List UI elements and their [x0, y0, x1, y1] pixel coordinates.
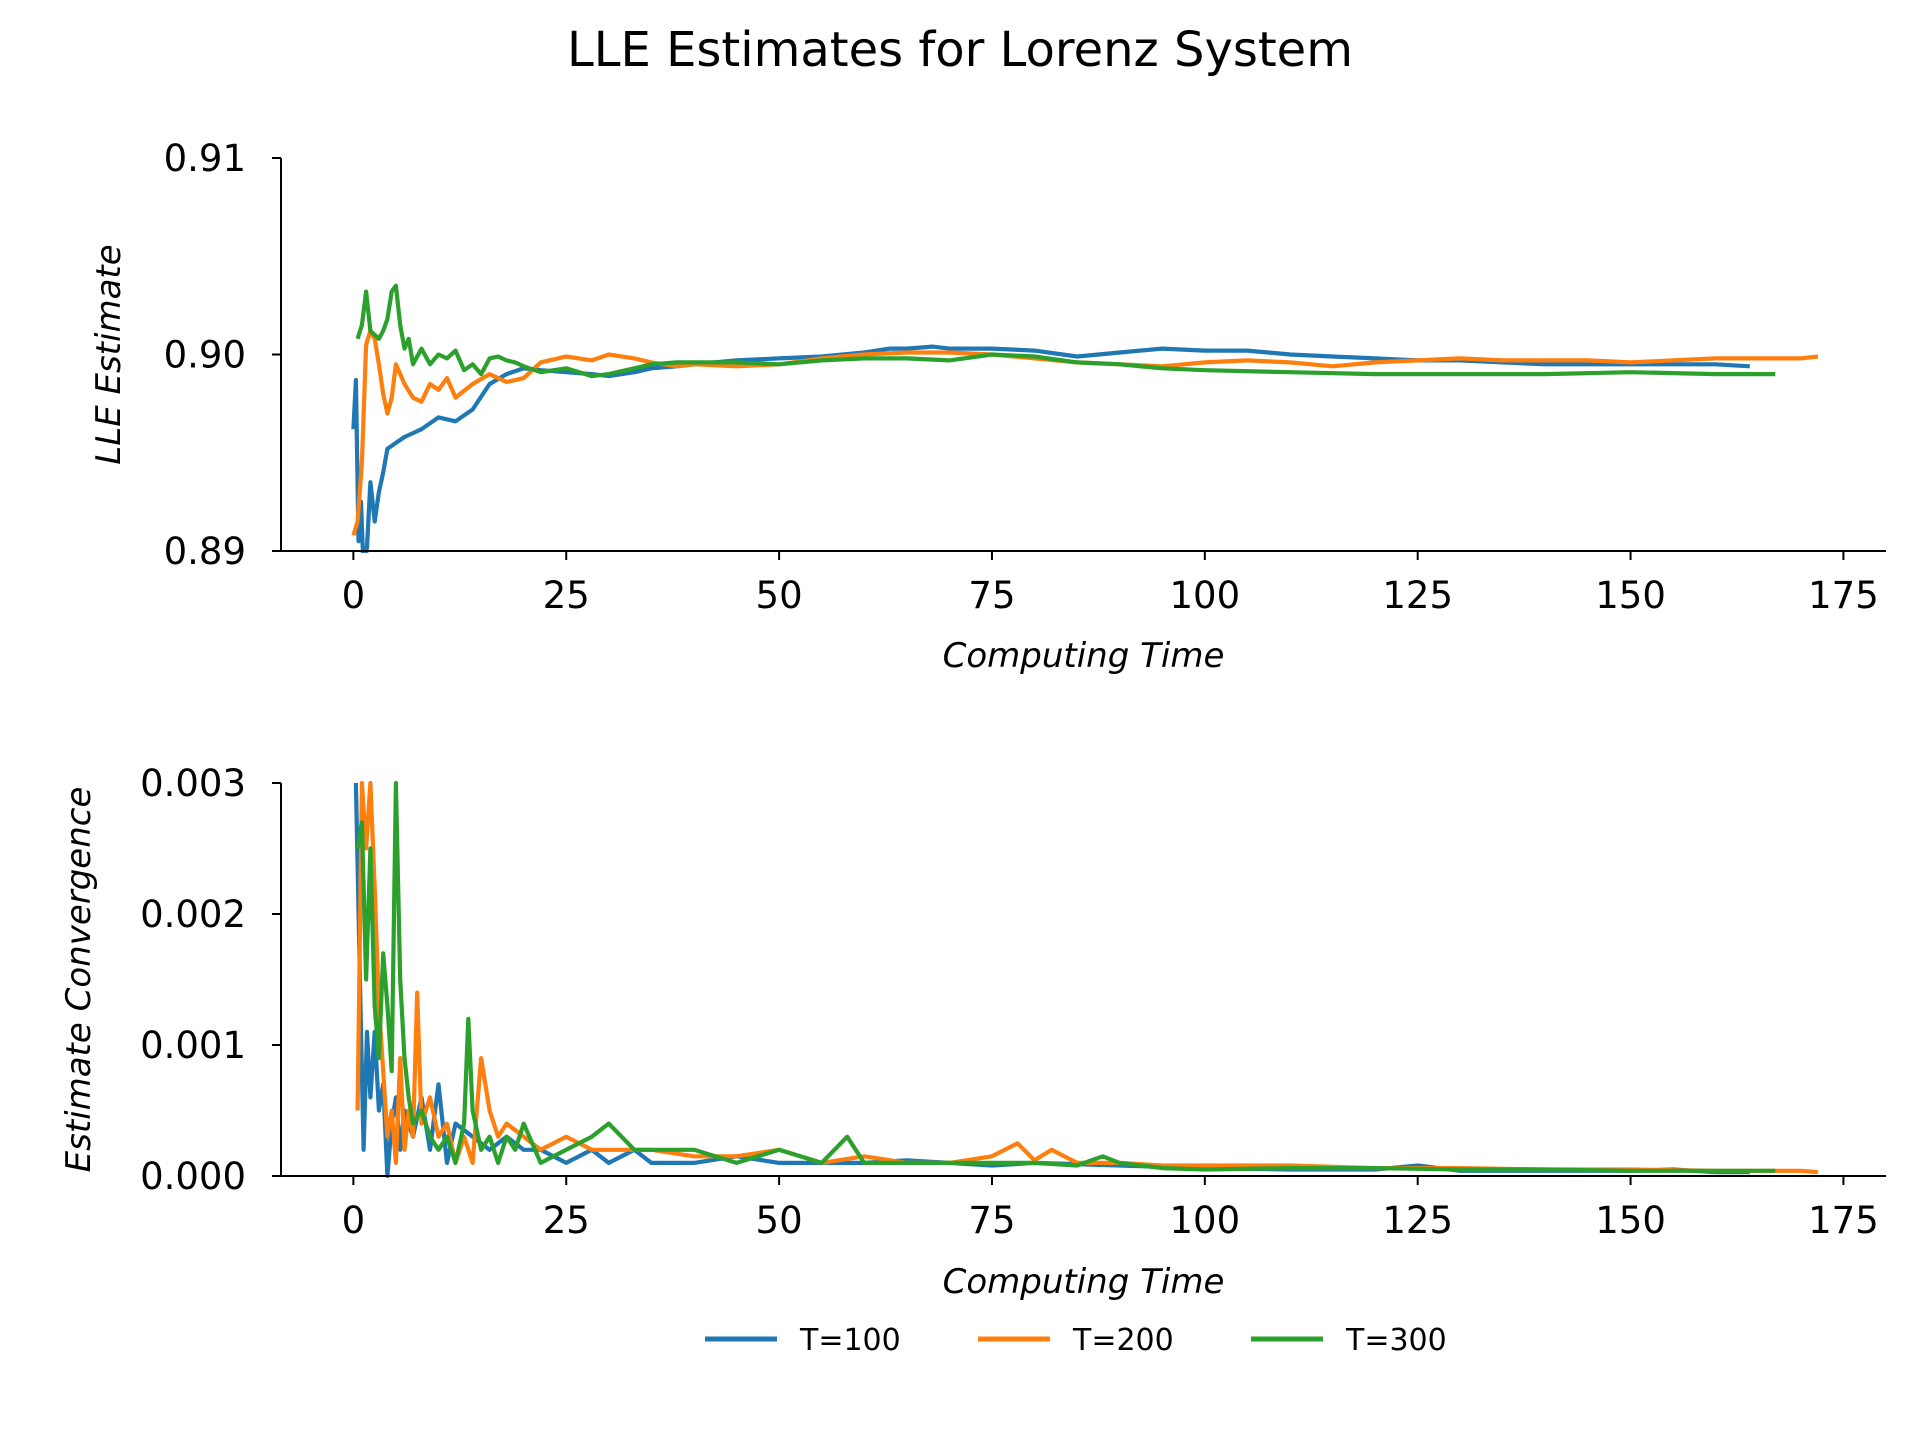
series-line-t300: [355, 781, 1776, 1173]
chart-title: LLE Estimates for Lorenz System: [567, 22, 1353, 78]
x-tick-label: 150: [1595, 574, 1666, 617]
legend-label: T=300: [1345, 1323, 1447, 1358]
x-axis-label: Computing Time: [943, 1262, 1225, 1302]
series-line-t100: [351, 344, 1750, 553]
y-tick-label: 0.91: [164, 137, 246, 180]
legend: T=100 T=200 T=300: [705, 1323, 1447, 1358]
x-tick-label: 25: [543, 1199, 590, 1242]
estimate-convergence-panel: 0 25 50 75 100 125 150 175 0.000 0.001 0.002 0.003 C…: [59, 762, 1886, 1302]
x-tick-label: 75: [968, 1199, 1015, 1242]
y-axis-label: LLE Estimate: [89, 244, 129, 464]
y-tick-label: 0.003: [140, 762, 246, 805]
series-lines: [353, 781, 1819, 1178]
legend-label: T=200: [1072, 1323, 1174, 1358]
series-line-t300: [355, 283, 1776, 379]
x-tick-label: 75: [968, 574, 1015, 617]
x-tick-label: 175: [1808, 574, 1879, 617]
y-axis-label: Estimate Convergence: [59, 787, 99, 1173]
y-tick-label: 0.90: [164, 334, 246, 377]
legend-label: T=100: [799, 1323, 901, 1358]
x-tick-label: 50: [756, 574, 803, 617]
x-tick-label: 100: [1170, 1199, 1241, 1242]
x-axis-label: Computing Time: [943, 636, 1225, 676]
y-tick-label: 0.002: [140, 893, 246, 936]
lle-estimate-panel: 0 25 50 75 100 125 150 175 0.89 0.90 0.91 Computing…: [89, 137, 1886, 676]
series-line-t100: [353, 782, 1750, 1178]
x-tick-label: 150: [1595, 1199, 1666, 1242]
y-tick-label: 0.89: [164, 530, 246, 573]
x-tick-label: 175: [1808, 1199, 1879, 1242]
series-lines: [351, 283, 1819, 553]
x-tick-label: 0: [342, 1199, 366, 1242]
x-tick-label: 125: [1382, 1199, 1453, 1242]
x-tick-label: 25: [543, 574, 590, 617]
y-tick-label: 0.001: [140, 1024, 246, 1067]
x-tick-label: 125: [1382, 574, 1453, 617]
series-line-t200: [355, 781, 1819, 1175]
y-tick-label: 0.000: [140, 1155, 246, 1198]
x-tick-label: 100: [1170, 574, 1241, 617]
series-line-t200: [351, 328, 1819, 536]
x-tick-label: 0: [342, 574, 366, 617]
x-tick-label: 50: [756, 1199, 803, 1242]
